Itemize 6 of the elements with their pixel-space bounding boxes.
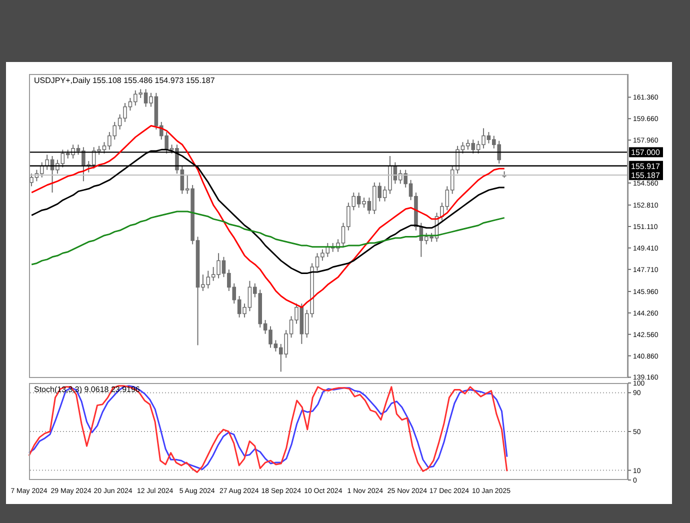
line-series bbox=[30, 210, 506, 266]
ref-line-label: 155.187 bbox=[631, 171, 660, 180]
chart-title: USDJPY+,Daily 155.108 155.486 154.973 155.187 bbox=[34, 76, 215, 85]
ref-line-label: 157.000 bbox=[631, 148, 660, 158]
ref-line-label: 155.917 bbox=[631, 162, 660, 171]
line-series bbox=[30, 124, 506, 308]
